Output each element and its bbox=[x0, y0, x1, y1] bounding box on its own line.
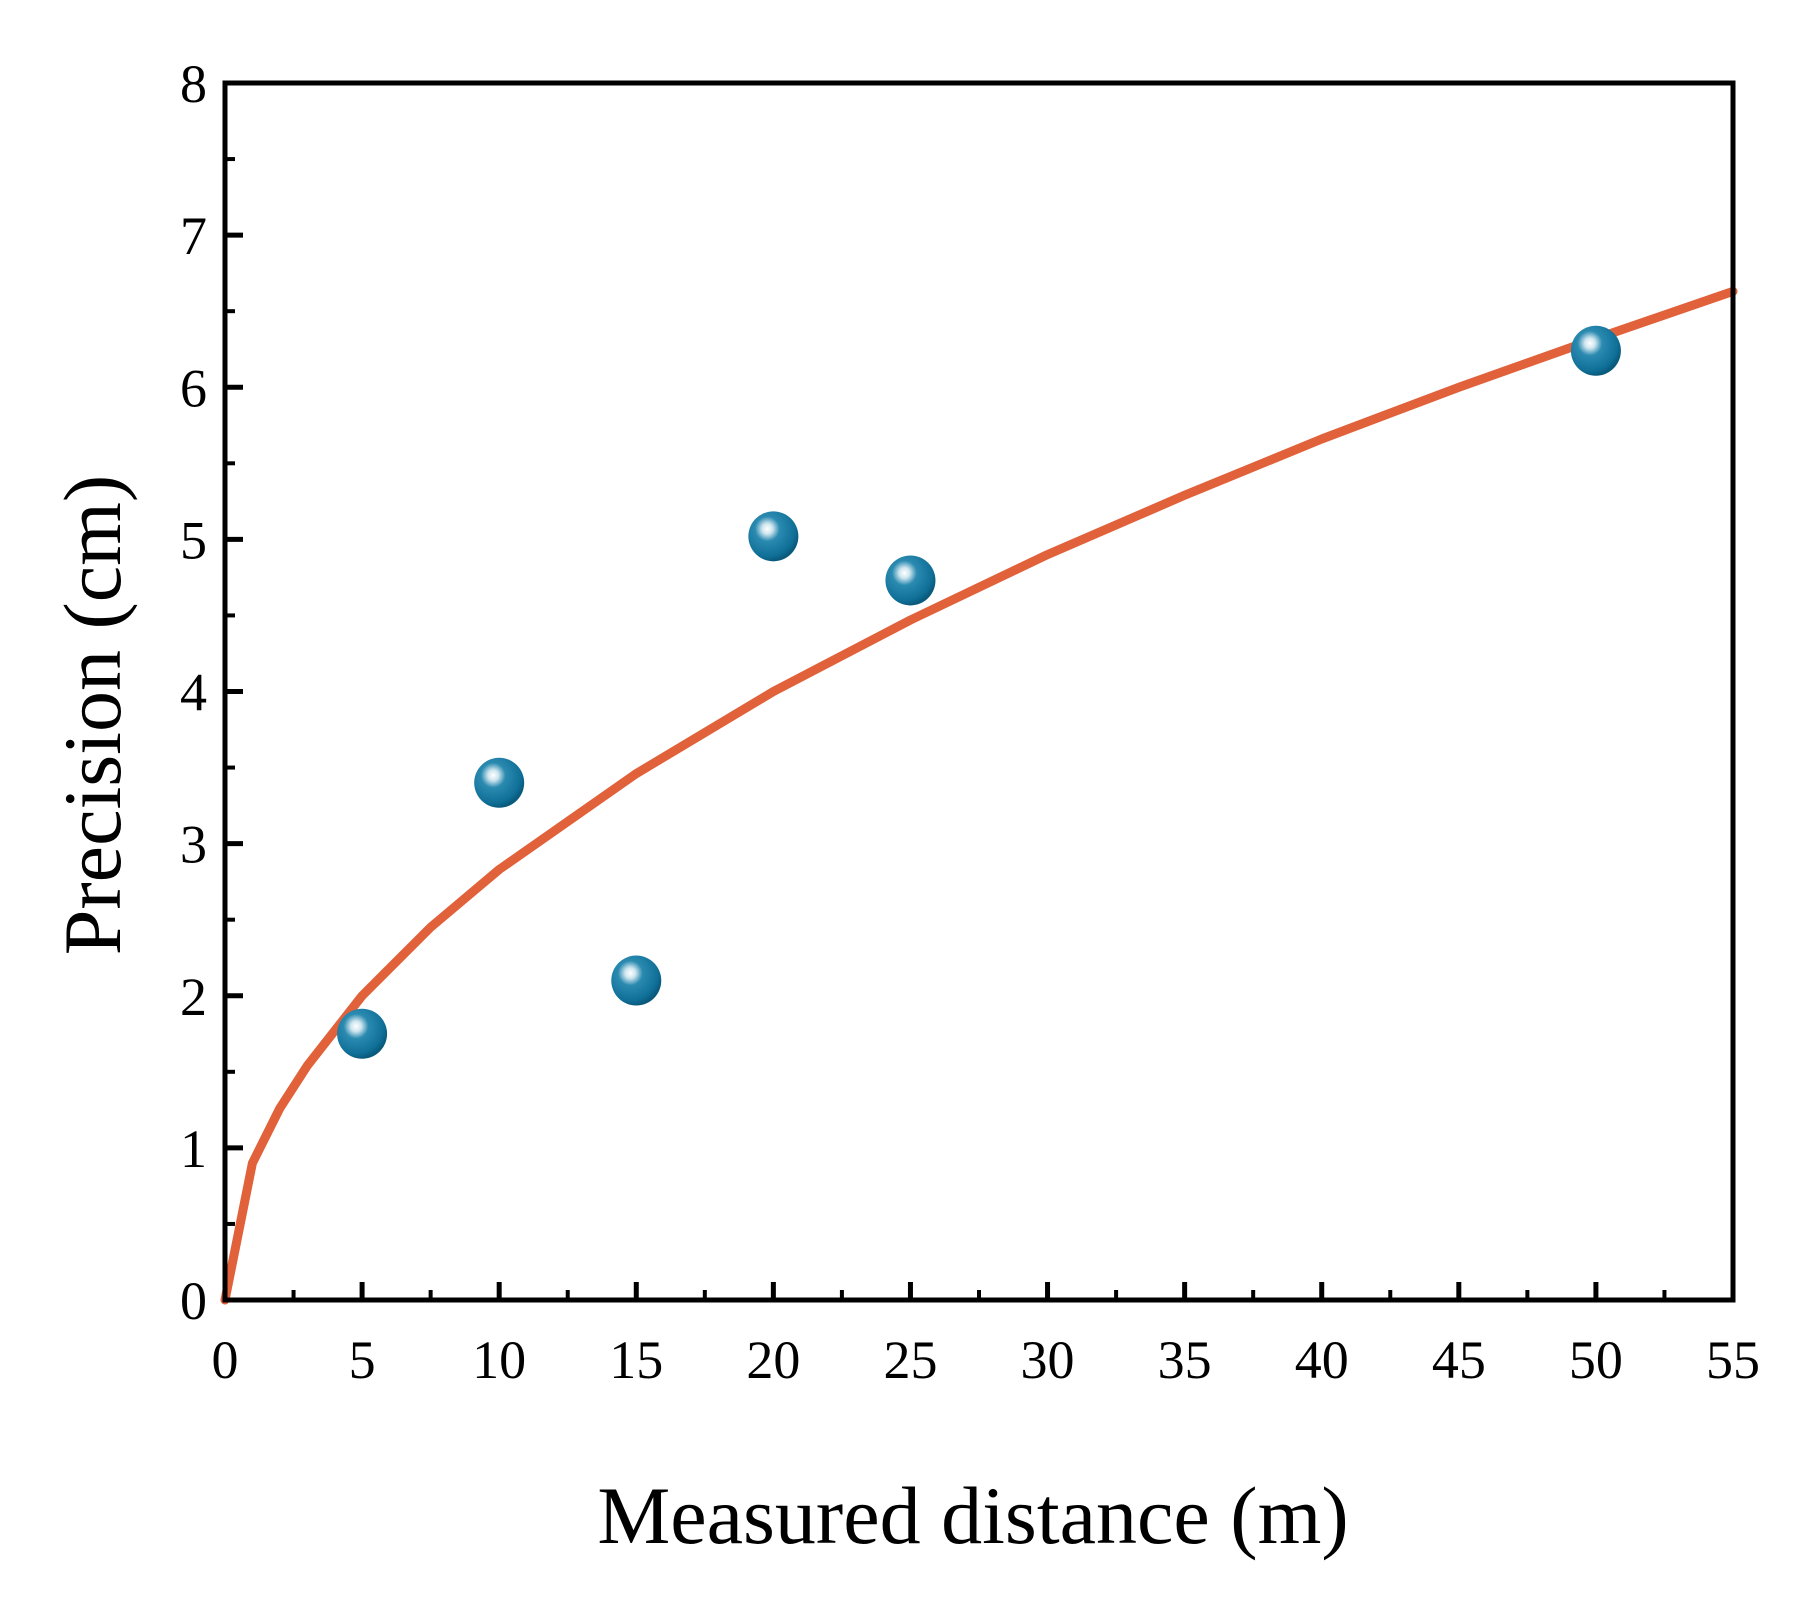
y-tick-label: 8 bbox=[180, 54, 207, 114]
x-tick-label: 40 bbox=[1295, 1330, 1349, 1390]
x-tick-label: 15 bbox=[609, 1330, 663, 1390]
x-tick-label: 45 bbox=[1432, 1330, 1486, 1390]
data-point bbox=[611, 955, 662, 1006]
x-tick-label: 20 bbox=[746, 1330, 800, 1390]
x-tick-label: 55 bbox=[1706, 1330, 1760, 1390]
data-point bbox=[474, 757, 525, 808]
x-tick-label: 25 bbox=[883, 1330, 937, 1390]
x-tick-label: 10 bbox=[472, 1330, 526, 1390]
y-tick-label: 2 bbox=[180, 967, 207, 1027]
y-tick-label: 4 bbox=[180, 663, 207, 723]
fit-curve bbox=[220, 286, 1738, 1305]
data-point bbox=[1570, 325, 1621, 376]
x-tick-label: 35 bbox=[1158, 1330, 1212, 1390]
data-point bbox=[885, 555, 936, 606]
data-point bbox=[337, 1008, 388, 1059]
y-tick-label: 0 bbox=[180, 1271, 207, 1331]
x-axis-title: Measured distance (m) bbox=[597, 1470, 1348, 1561]
y-axis-title: Precision (cm) bbox=[47, 475, 138, 955]
x-tick-label: 50 bbox=[1569, 1330, 1623, 1390]
y-tick-label: 7 bbox=[180, 206, 207, 266]
x-tick-label: 0 bbox=[212, 1330, 239, 1390]
x-tick-label: 5 bbox=[349, 1330, 376, 1390]
y-tick-label: 1 bbox=[180, 1119, 207, 1179]
y-tick-label: 3 bbox=[180, 815, 207, 875]
y-tick-label: 5 bbox=[180, 510, 207, 570]
data-point bbox=[748, 511, 799, 562]
y-tick-label: 6 bbox=[180, 358, 207, 418]
plot-frame bbox=[222, 80, 1736, 1303]
x-tick-label: 30 bbox=[1021, 1330, 1075, 1390]
